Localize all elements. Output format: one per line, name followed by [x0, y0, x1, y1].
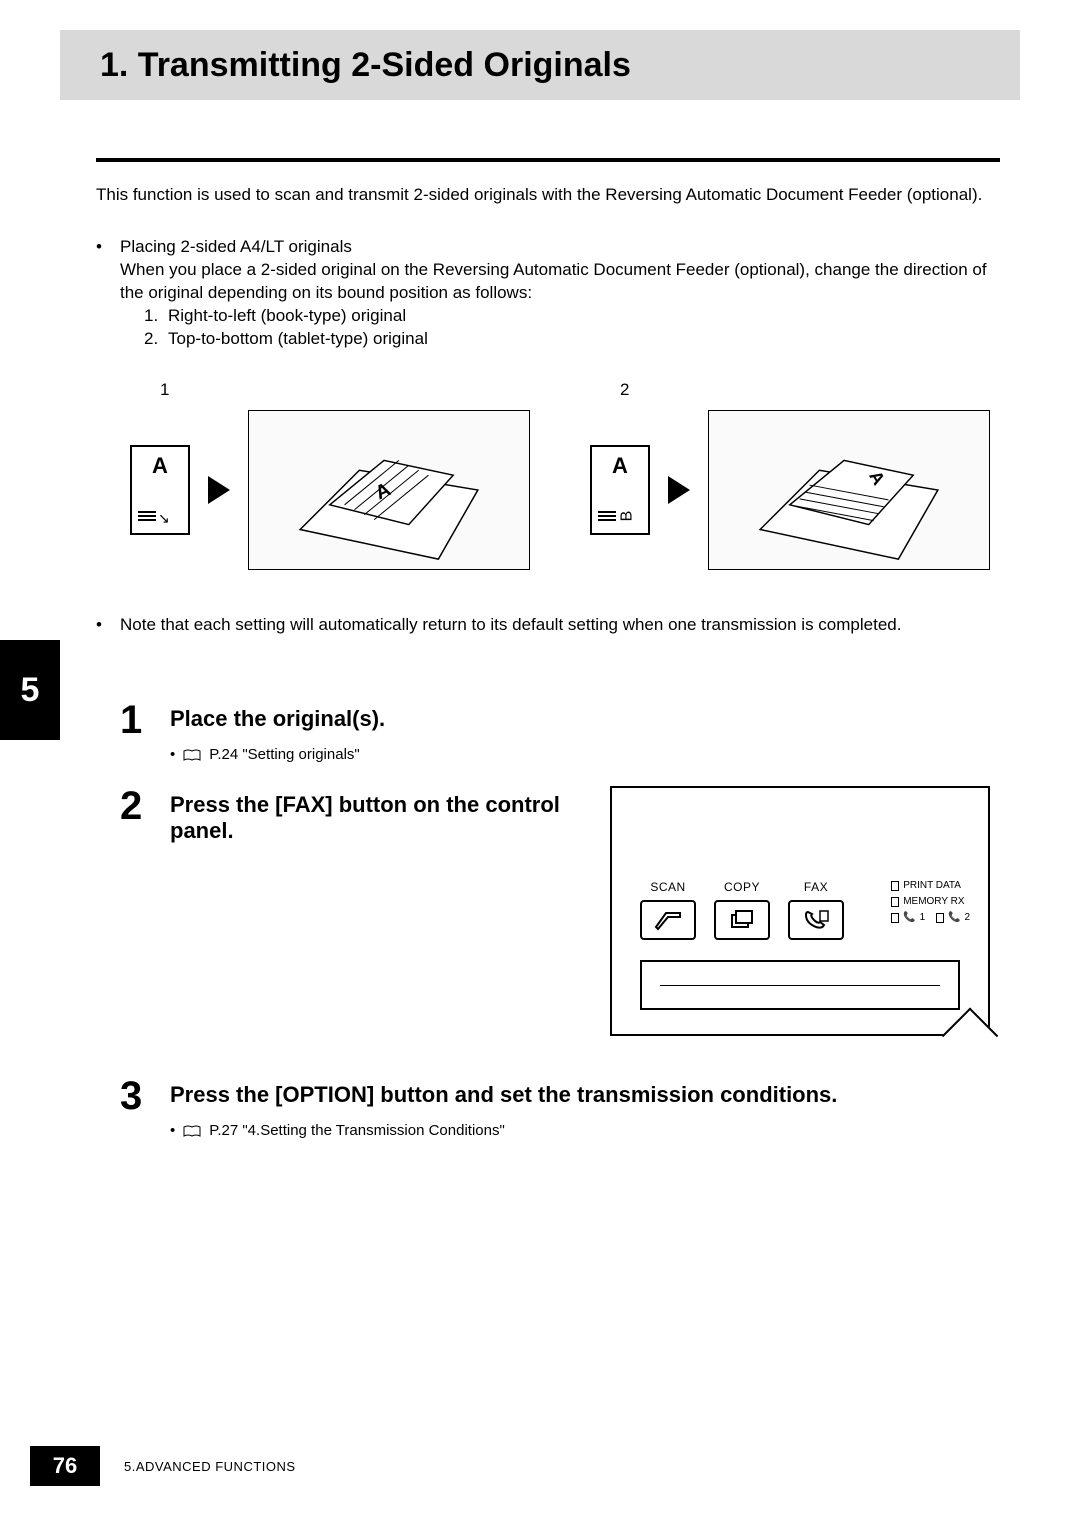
orient-b: B: [618, 511, 636, 522]
scan-button[interactable]: [640, 900, 696, 940]
figure-2-label: 2: [590, 380, 990, 400]
lcd-display: [640, 960, 960, 1010]
step-3-ref: • P.27 "4.Setting the Transmission Condi…: [120, 1122, 990, 1139]
book-icon: [183, 749, 201, 761]
feeder-illustration-1: A: [248, 410, 530, 570]
num2-text: Top-to-bottom (tablet-type) original: [168, 328, 428, 351]
memory-rx-label: MEMORY RX: [903, 894, 964, 910]
rule-top: [96, 158, 1000, 162]
feeder-illustration-2: A: [708, 410, 990, 570]
line1: 1: [920, 910, 926, 926]
page-number: 76: [30, 1446, 100, 1486]
control-panel-figure: SCAN COPY FAX: [610, 786, 990, 1036]
page-footer: 76 5.ADVANCED FUNCTIONS: [0, 1446, 1080, 1486]
bullet-dot: •: [170, 746, 175, 763]
bullet-note: • Note that each setting will automatica…: [96, 614, 990, 637]
led-icon: [891, 897, 899, 907]
manual-page: 1. Transmitting 2-Sided Originals This f…: [0, 0, 1080, 1526]
figure-1: 1 A ↘ A: [130, 380, 530, 600]
feeder-svg: A: [709, 411, 989, 569]
button-row: SCAN COPY FAX: [640, 880, 844, 940]
step-2-title: Press the [FAX] button on the control pa…: [170, 786, 590, 845]
corner-icon: ↘: [158, 510, 170, 527]
figure-2: 2 A B A: [590, 380, 990, 600]
step-3: 3 Press the [OPTION] button and set the …: [120, 1076, 990, 1139]
step-1-num: 1: [120, 700, 154, 740]
step-1-ref-text: P.24 "Setting originals": [209, 746, 359, 763]
bullet-dot: •: [96, 236, 120, 351]
line2: 2: [964, 910, 970, 926]
book-icon: [183, 1125, 201, 1137]
step-3-ref-text: P.27 "4.Setting the Transmission Conditi…: [209, 1122, 505, 1139]
copy-col: COPY: [714, 880, 770, 940]
scan-col: SCAN: [640, 880, 696, 940]
phone-icon: 📞: [903, 910, 915, 926]
step-1-ref: • P.24 "Setting originals": [120, 746, 990, 763]
fax-label: FAX: [804, 880, 828, 894]
title-bar: 1. Transmitting 2-Sided Originals: [60, 30, 1020, 100]
orientation-figures: 1 A ↘ A: [130, 380, 990, 600]
num2: 2.: [144, 328, 168, 351]
intro-text: This function is used to scan and transm…: [96, 184, 990, 207]
print-data-label: PRINT DATA: [903, 878, 961, 894]
led-icon: [936, 913, 944, 923]
fax-col: FAX: [788, 880, 844, 940]
step-2-num: 2: [120, 786, 154, 845]
bullet1-body: When you place a 2-sided original on the…: [120, 259, 990, 305]
arrow-right-icon: [668, 476, 690, 504]
orient-box-2: A B: [590, 445, 650, 535]
chapter-tab: 5: [0, 640, 60, 740]
arrow-right-icon: [208, 476, 230, 504]
fax-button[interactable]: [788, 900, 844, 940]
copy-button[interactable]: [714, 900, 770, 940]
page-title: 1. Transmitting 2-Sided Originals: [100, 46, 631, 85]
copy-icon: [728, 909, 756, 931]
bullet2-text: Note that each setting will automaticall…: [120, 614, 990, 637]
bullet-placing: • Placing 2-sided A4/LT originals When y…: [96, 236, 990, 351]
led-icon: [891, 881, 899, 891]
orient-box-1: A ↘: [130, 445, 190, 535]
step-1-title: Place the original(s).: [170, 700, 385, 740]
bullet-dot: •: [96, 614, 120, 637]
copy-label: COPY: [724, 880, 760, 894]
figure-1-label: 1: [130, 380, 530, 400]
footer-section: 5.ADVANCED FUNCTIONS: [124, 1459, 296, 1474]
step-1: 1 Place the original(s). • P.24 "Setting…: [120, 700, 990, 763]
step-3-title: Press the [OPTION] button and set the tr…: [170, 1076, 837, 1116]
orient-a2: A: [612, 453, 628, 479]
scan-icon: [654, 909, 682, 931]
feeder-svg: A: [249, 411, 529, 569]
bullet1-lead: Placing 2-sided A4/LT originals: [120, 236, 990, 259]
step-2: 2 Press the [FAX] button on the control …: [120, 786, 590, 845]
scan-label: SCAN: [650, 880, 685, 894]
phone-icon: 📞: [948, 910, 960, 926]
led-icon: [891, 913, 899, 923]
num1: 1.: [144, 305, 168, 328]
bullet-dot: •: [170, 1122, 175, 1139]
led-indicators: PRINT DATA MEMORY RX 📞1 📞2: [891, 878, 970, 926]
step-3-num: 3: [120, 1076, 154, 1116]
num1-text: Right-to-left (book-type) original: [168, 305, 406, 328]
fax-icon: [802, 909, 830, 931]
orient-a: A: [152, 453, 168, 479]
